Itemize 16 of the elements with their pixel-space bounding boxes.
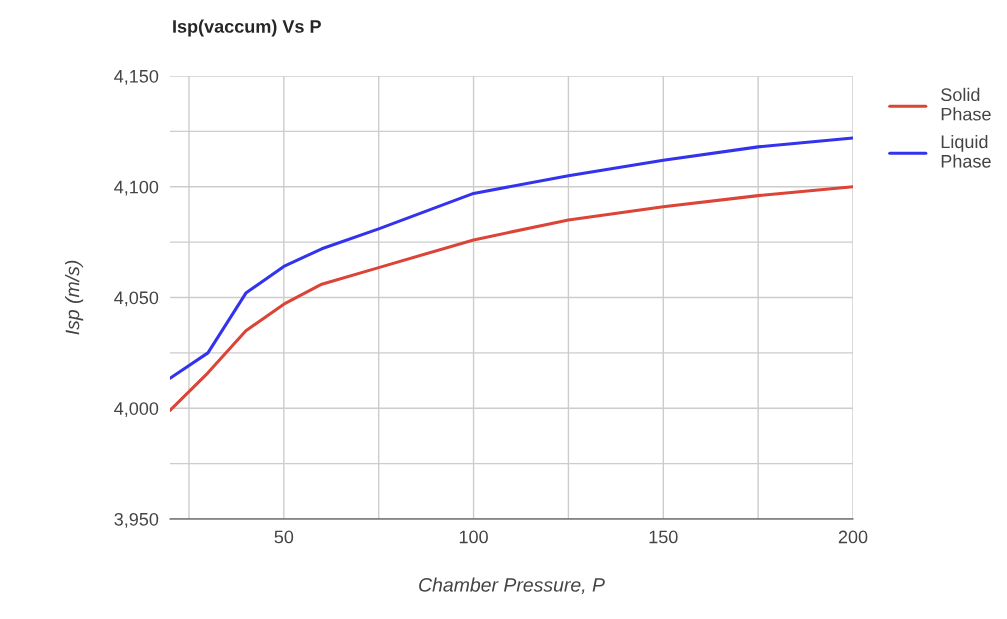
- line-series: [170, 185, 853, 412]
- line-series: [170, 136, 853, 380]
- legend-label: Solid Phase: [941, 87, 991, 121]
- chart-title: Isp(vaccum) Vs P: [173, 19, 321, 37]
- y-axis-title: Isp (m/s): [65, 260, 84, 335]
- x-tick-label: 50: [274, 530, 294, 544]
- y-tick-label: 4,100: [114, 180, 159, 196]
- x-tick-label: 100: [459, 530, 488, 544]
- x-tick-label: 200: [838, 530, 868, 544]
- y-tick-label: 4,050: [114, 291, 159, 307]
- legend-label: Liquid Phase: [941, 134, 991, 168]
- y-tick-label: 3,950: [114, 512, 159, 528]
- x-axis-title: Chamber Pressure, P: [419, 577, 605, 595]
- y-tick-label: 4,150: [114, 69, 159, 85]
- y-tick-label: 4,000: [114, 402, 159, 418]
- x-tick-label: 150: [649, 530, 678, 544]
